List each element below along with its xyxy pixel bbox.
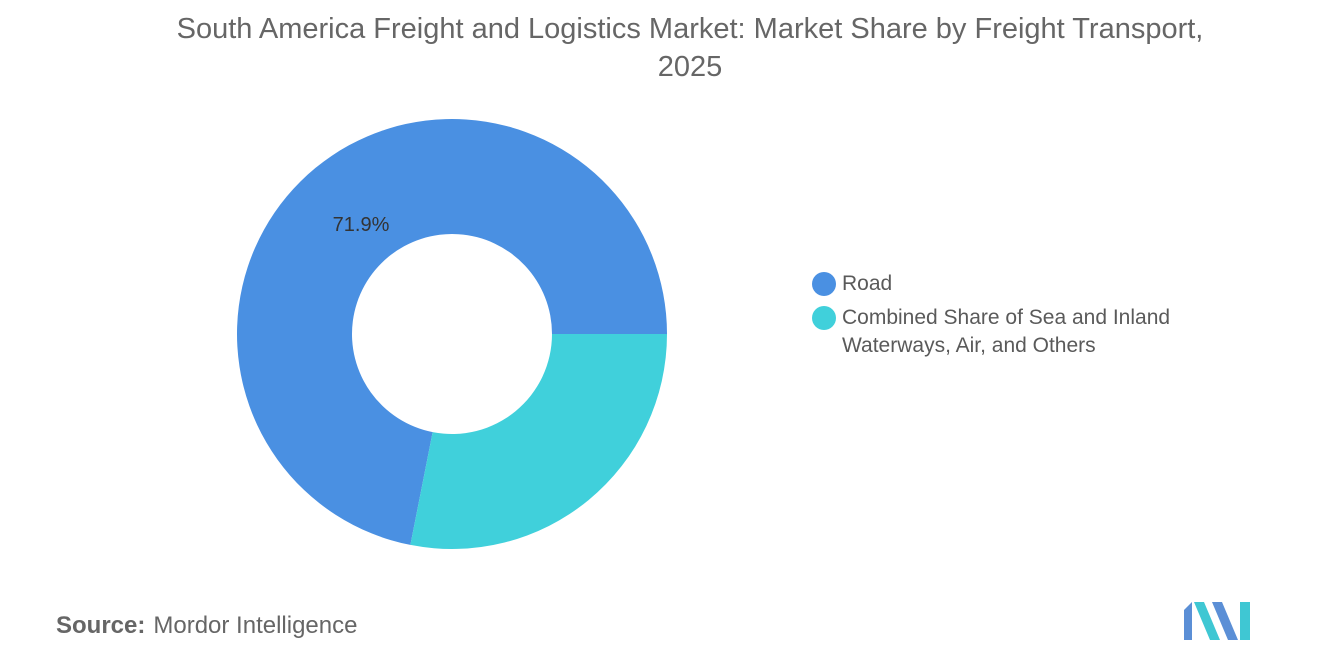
source-label: Source: bbox=[56, 612, 146, 639]
donut-slice-combined-share[interactable] bbox=[410, 334, 667, 549]
donut-slices bbox=[237, 118, 667, 549]
donut-data-labels: 71.9% bbox=[333, 214, 390, 236]
chart-title: South America Freight and Logistics Mark… bbox=[176, 13, 1204, 83]
source-value: Mordor Intelligence bbox=[153, 612, 358, 639]
legend-label-road: Road bbox=[842, 272, 893, 295]
source-note: Source: Mordor Intelligence bbox=[56, 610, 357, 642]
chart-legend: Road Combined Share of Sea and Inland Wa… bbox=[812, 270, 1212, 366]
legend-label-combined-share: Combined Share of Sea and Inland Waterwa… bbox=[842, 306, 1171, 357]
legend-item-combined-share[interactable]: Combined Share of Sea and Inland Waterwa… bbox=[812, 304, 1212, 360]
legend-swatch-combined-share bbox=[812, 306, 836, 330]
mordor-intelligence-logo-icon bbox=[1184, 602, 1250, 640]
legend-swatch-road bbox=[812, 272, 836, 296]
data-label-road: 71.9% bbox=[333, 214, 390, 236]
legend-item-road[interactable]: Road bbox=[812, 270, 1212, 298]
donut-slice-road[interactable] bbox=[237, 118, 667, 545]
